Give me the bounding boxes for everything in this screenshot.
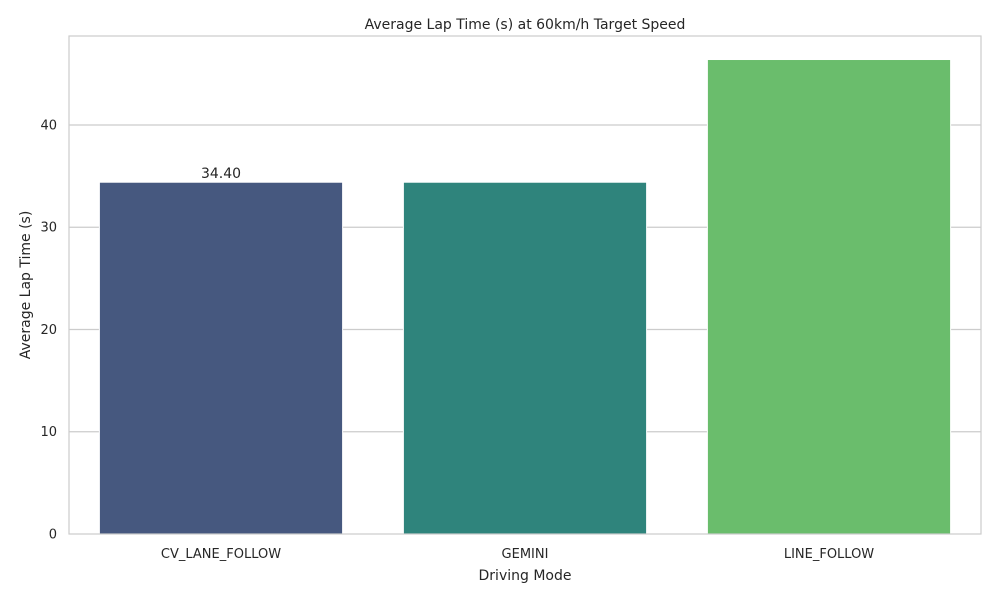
x-tick-labels: CV_LANE_FOLLOW GEMINI LINE_FOLLOW [161,547,874,562]
bar-cv-lane-follow [98,181,344,535]
chart-title: Average Lap Time (s) at 60km/h Target Sp… [365,17,686,33]
y-tick-label: 0 [49,528,57,543]
y-tick-label: 30 [40,221,57,236]
y-axis-label: Average Lap Time (s) [18,211,34,360]
x-tick-label: LINE_FOLLOW [784,547,874,562]
bar-gemini [402,181,648,535]
y-tick-label: 40 [40,118,57,133]
bar-line-follow [706,59,952,535]
x-axis-label: Driving Mode [479,568,572,584]
bars [98,59,952,535]
x-tick-label: GEMINI [502,547,549,562]
x-tick-label: CV_LANE_FOLLOW [161,547,281,562]
plot-area-frame [68,35,982,535]
y-tick-labels: 0 10 20 30 40 [40,118,57,542]
y-tick-label: 20 [40,323,57,338]
y-tick-label: 10 [40,425,57,440]
data-label: 34.40 [201,166,241,182]
data-labels: 34.40 [201,166,241,182]
